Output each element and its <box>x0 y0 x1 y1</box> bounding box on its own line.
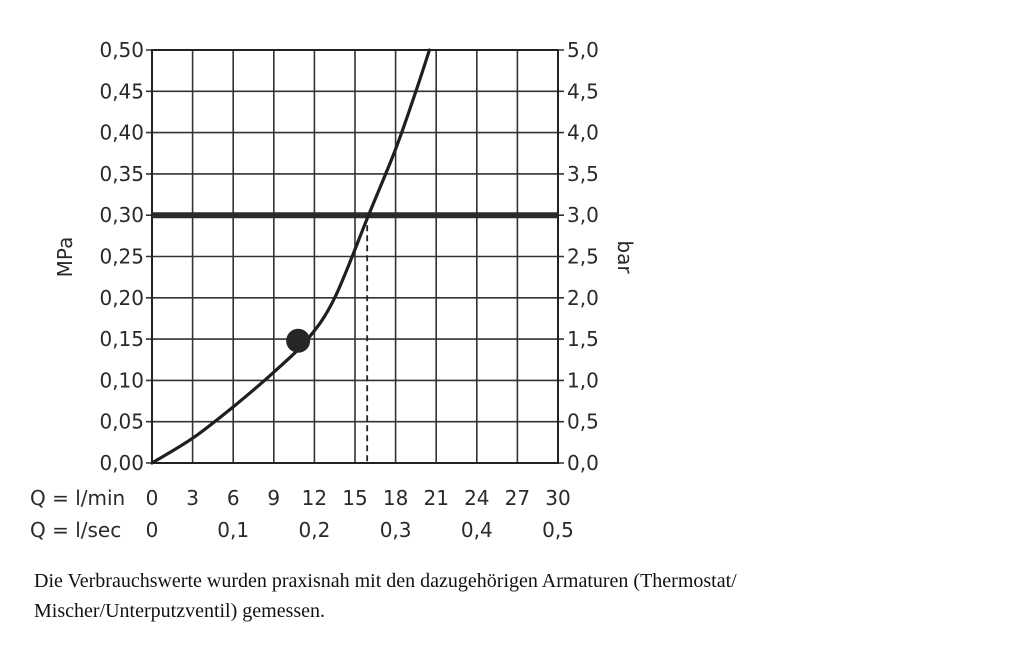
right-tick-label: 3,0 <box>567 203 599 227</box>
x-tick-lmin: 24 <box>464 486 489 510</box>
right-tick-label: 2,5 <box>567 245 599 269</box>
left-tick-label: 0,25 <box>99 245 144 269</box>
right-tick-label: 5,0 <box>567 38 599 62</box>
flow-curve <box>150 48 432 465</box>
right-tick-label: 4,5 <box>567 79 599 103</box>
x-axis-lmin-label: Q = l/min <box>30 486 125 510</box>
x-axis-lsec-ticks: 0 0,1 0,2 0,3 0,4 0,5 <box>146 518 574 542</box>
x-tick-lsec: 0,1 <box>217 518 249 542</box>
left-tick-label: 0,05 <box>99 410 144 434</box>
left-tick-label: 0,40 <box>99 121 144 145</box>
x-tick-lmin: 3 <box>186 486 199 510</box>
x-axis-lsec-label: Q = l/sec <box>30 518 121 542</box>
left-axis-label: MPa <box>53 237 77 278</box>
right-tick-label: 1,0 <box>567 368 599 392</box>
x-tick-lsec: 0,2 <box>298 518 330 542</box>
left-tick-label: 0,10 <box>99 368 144 392</box>
x-tick-lmin: 12 <box>302 486 327 510</box>
caption-line-2: Mischer/Unterputzventil) gemessen. <box>34 600 326 622</box>
right-tick-label: 3,5 <box>567 162 599 186</box>
plot-area <box>150 48 558 465</box>
x-tick-lsec: 0 <box>146 518 159 542</box>
left-tick-label: 0,20 <box>99 286 144 310</box>
x-tick-lmin: 0 <box>146 486 159 510</box>
left-axis-ticks: 0,00 0,05 0,10 0,15 0,20 0,25 0,30 0,35 0,40 0,45… <box>99 38 144 475</box>
caption-line-1: Die Verbrauchswerte wurden praxisnah mit… <box>34 570 737 592</box>
flow-pressure-chart: 0,000,050,100,150,200,250,300,350,400,45… <box>30 38 637 542</box>
left-tick-label: 0,15 <box>99 327 144 351</box>
x-tick-lmin: 18 <box>383 486 408 510</box>
x-tick-lsec: 0,5 <box>542 518 574 542</box>
x-tick-lmin: 9 <box>267 486 280 510</box>
right-tick-label: 1,5 <box>567 327 599 351</box>
x-tick-lmin: 27 <box>505 486 530 510</box>
grid <box>146 49 564 464</box>
x-tick-lmin: 15 <box>342 486 367 510</box>
plot-frame <box>151 49 559 464</box>
right-tick-label: 4,0 <box>567 121 599 145</box>
right-tick-label: 2,0 <box>567 286 599 310</box>
marker-point <box>286 328 311 353</box>
x-tick-lmin: 6 <box>227 486 240 510</box>
x-tick-lmin: 21 <box>423 486 448 510</box>
left-tick-label: 0,45 <box>99 79 144 103</box>
x-tick-lsec: 0,4 <box>461 518 493 542</box>
right-tick-label: 0,5 <box>567 410 599 434</box>
x-tick-lmin: 30 <box>545 486 570 510</box>
caption: Die Verbrauchswerte wurden praxisnah mit… <box>34 566 994 626</box>
x-axis-lmin-ticks: 0 3 6 9 12 15 18 21 24 27 30 <box>146 486 571 510</box>
left-tick-label: 0,50 <box>99 38 144 62</box>
x-tick-lsec: 0,3 <box>380 518 412 542</box>
left-tick-label: 0,30 <box>99 203 144 227</box>
right-axis-label: bar <box>613 240 637 274</box>
left-tick-label: 0,00 <box>99 451 144 475</box>
right-tick-label: 0,0 <box>567 451 599 475</box>
right-axis-ticks: 0,0 0,5 1,0 1,5 2,0 2,5 3,0 3,5 4,0 4,5 5,0 <box>567 38 599 475</box>
left-tick-label: 0,35 <box>99 162 144 186</box>
